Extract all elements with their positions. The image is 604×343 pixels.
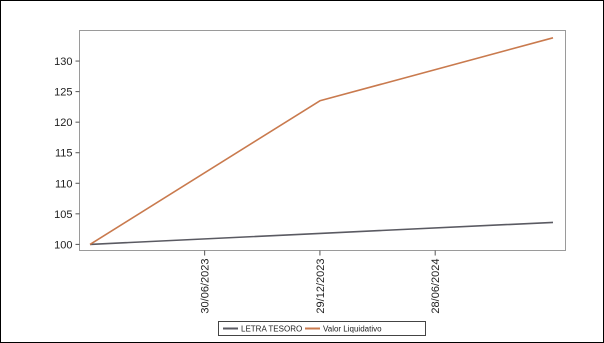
legend-label-letra-tesoro: LETRA TESORO (241, 325, 302, 334)
x-axis: 30/06/2023 29/12/2023 28/06/2024 (200, 250, 442, 314)
y-tick-label: 110 (55, 178, 73, 190)
x-tick-label: 28/06/2024 (430, 259, 442, 314)
y-tick-label: 130 (54, 56, 72, 68)
x-tick-label: 29/12/2023 (315, 259, 327, 314)
y-axis: 100 105 110 115 120 125 130 (54, 56, 80, 251)
series-line-valor-liquidativo (89, 37, 554, 246)
legend-label-valor-liquidativo: Valor Liquidativo (323, 325, 382, 334)
legend: LETRA TESORO Valor Liquidativo (218, 321, 426, 336)
series-layer (89, 37, 554, 246)
y-tick-label: 105 (54, 209, 72, 221)
x-tick-label: 30/06/2023 (200, 259, 212, 314)
legend-box (218, 321, 426, 336)
series-line-letra-tesoro (89, 221, 554, 246)
plot-area (79, 30, 566, 251)
y-tick-label: 125 (54, 87, 72, 99)
y-tick-label: 120 (54, 117, 72, 129)
y-tick-label: 115 (55, 148, 73, 160)
y-tick-label: 100 (54, 239, 72, 251)
